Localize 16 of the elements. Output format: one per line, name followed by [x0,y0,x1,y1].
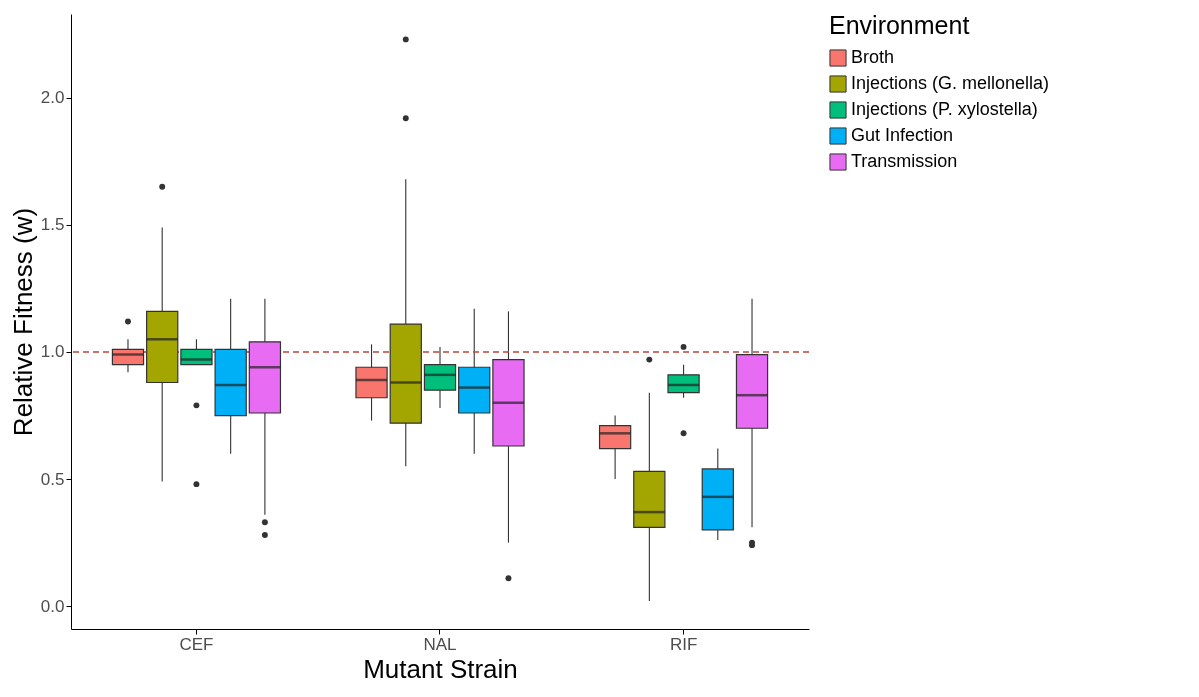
x-tick-label: CEF [179,634,214,654]
y-tick-label: 2.0 [40,88,65,108]
legend-title: Environment [829,11,970,39]
y-tick-label: 0.5 [40,469,65,489]
legend-label: Broth [851,47,895,67]
y-tick-label: 1.5 [40,215,65,235]
y-tick-label: 1.0 [40,342,65,362]
legend-label: Injections (G. mellonella) [851,73,1050,93]
legend-label: Gut Infection [851,125,954,145]
legend-label: Injections (P. xylostella) [851,99,1038,119]
y-axis-title: Relative Fitness (w) [7,207,38,437]
x-tick-label: NAL [423,634,457,654]
x-axis-title: Mutant Strain [363,653,518,684]
legend-label: Transmission [851,151,958,171]
x-tick-label: RIF [669,634,698,654]
y-tick-label: 0.0 [40,596,65,616]
